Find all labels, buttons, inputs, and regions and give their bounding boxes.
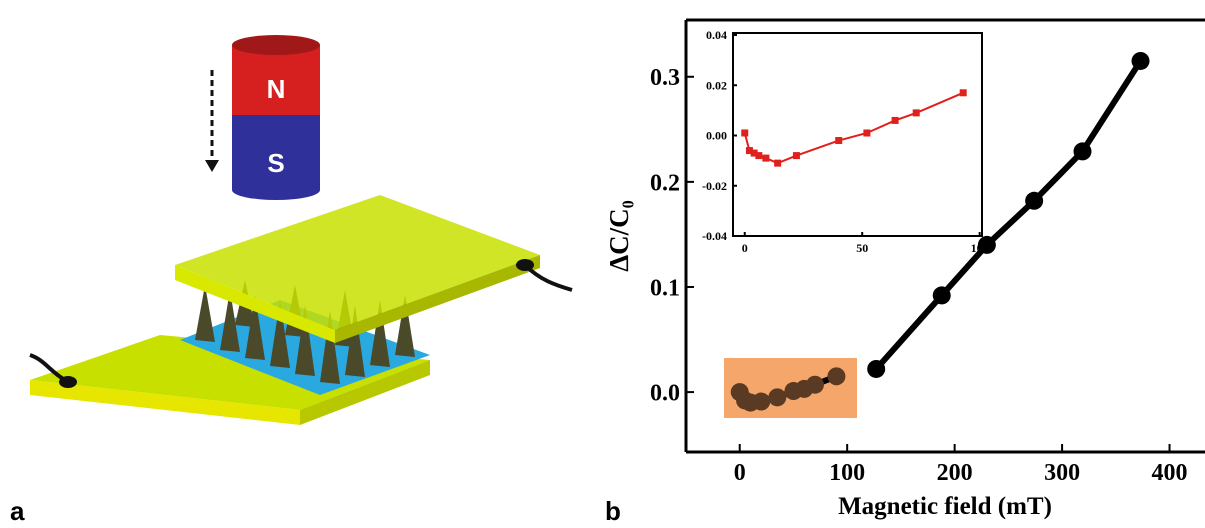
- data-point: [867, 359, 886, 378]
- data-point: [959, 89, 967, 97]
- data-point: [741, 129, 749, 137]
- data-point: [755, 152, 763, 160]
- y-tick-label: 0.0: [650, 380, 680, 406]
- x-tick-label: 100: [971, 241, 989, 255]
- data-point: [750, 149, 758, 157]
- y-tick-label: 0.00: [706, 129, 727, 143]
- data-point: [762, 154, 770, 162]
- x-tick-label: 400: [1152, 460, 1188, 486]
- top-plate-side: [175, 265, 335, 343]
- series-line: [873, 59, 1144, 371]
- data-point: [792, 152, 800, 160]
- data-point: [932, 286, 951, 305]
- contact: [516, 259, 534, 271]
- top-plate-side: [335, 255, 540, 343]
- y-axis-label: ΔC/C₀: [604, 200, 634, 272]
- illustration: N S: [29, 35, 573, 425]
- y-tick-label: 0.3: [650, 65, 680, 91]
- y-tick-label: 0.1: [650, 275, 680, 301]
- bottom-plate-side: [30, 380, 300, 425]
- magnet-top: [232, 35, 320, 55]
- y-tick-label: -0.02: [702, 179, 727, 193]
- magnet-south: [232, 115, 320, 190]
- data-point: [1073, 142, 1092, 161]
- data-point: [1131, 51, 1150, 70]
- data-point: [752, 392, 771, 411]
- data-point: [768, 388, 787, 407]
- data-point: [1025, 191, 1044, 210]
- contact: [59, 376, 77, 388]
- x-axis-label: Magnetic field (mT): [838, 493, 1052, 520]
- data-point: [805, 375, 824, 394]
- panel-label: b: [605, 496, 621, 526]
- y-tick-label: 0.04: [706, 28, 727, 42]
- x-tick-label: 0: [742, 241, 748, 255]
- data-point: [774, 159, 782, 167]
- wire: [523, 263, 573, 292]
- y-tick-label: 0.02: [706, 78, 727, 92]
- x-tick-label: 0: [734, 460, 746, 486]
- data-point: [863, 129, 871, 137]
- x-tick-label: 300: [1044, 460, 1080, 486]
- magnet-label: N: [267, 74, 286, 104]
- data-point: [891, 116, 899, 124]
- data-point: [827, 367, 846, 386]
- x-tick-label: 200: [937, 460, 973, 486]
- data-point: [745, 147, 753, 155]
- data-point: [977, 235, 996, 254]
- data-point: [835, 137, 843, 145]
- top-plate: [175, 195, 540, 330]
- magnet-label: S: [267, 148, 284, 178]
- y-tick-label: -0.04: [702, 229, 727, 243]
- arrow-head: [205, 160, 219, 172]
- magnet-north: [232, 45, 320, 115]
- data-point: [912, 109, 920, 117]
- bottom-plate-side: [300, 360, 430, 425]
- panel-label: a: [10, 496, 25, 526]
- x-tick-label: 50: [856, 241, 868, 255]
- magnet-bottom: [232, 180, 320, 200]
- x-tick-label: 100: [829, 460, 865, 486]
- y-tick-label: 0.2: [650, 170, 680, 196]
